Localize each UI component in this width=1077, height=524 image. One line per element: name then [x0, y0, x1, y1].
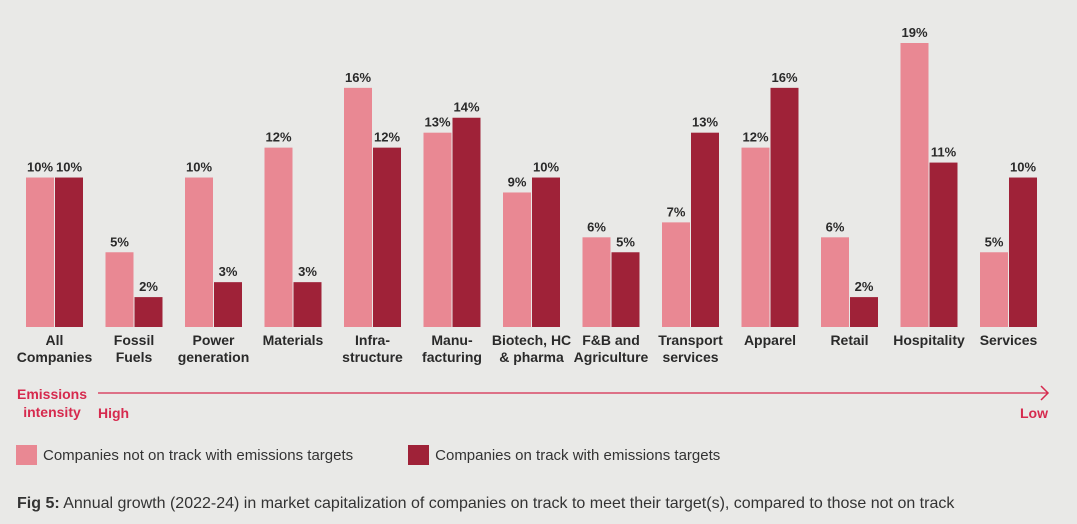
axis-end-label: Low — [1020, 405, 1048, 421]
category-label: Services — [980, 332, 1038, 348]
bar-on-track — [214, 282, 242, 327]
value-label: 13% — [424, 115, 450, 130]
category-label: facturing — [422, 349, 482, 365]
category-label: Infra- — [355, 332, 390, 348]
value-label: 16% — [345, 70, 371, 85]
category-label: Apparel — [744, 332, 796, 348]
category-label: services — [662, 349, 718, 365]
category-label: Agriculture — [574, 349, 649, 365]
value-label: 2% — [139, 279, 158, 294]
value-label: 3% — [219, 264, 238, 279]
category-label: Manu- — [431, 332, 473, 348]
value-label: 19% — [901, 25, 927, 40]
category-label: Materials — [263, 332, 324, 348]
bar-not-on-track — [980, 252, 1008, 327]
category-label: & pharma — [499, 349, 564, 365]
legend-label-on-track: Companies on track with emissions target… — [435, 446, 721, 464]
caption-text: Annual growth (2022-24) in market capita… — [59, 495, 955, 512]
bar-on-track — [1009, 177, 1037, 327]
bar-chart: 10% 10%AllCompanies5%2%FossilFuels10%3%Po… — [17, 25, 1050, 421]
value-label: 6% — [587, 219, 606, 234]
legend-label-not-on-track: Companies not on track with emissions ta… — [43, 446, 354, 464]
value-label: 10% — [186, 160, 212, 175]
value-label: 5% — [616, 234, 635, 249]
value-label: 10% — [56, 160, 82, 175]
value-label: 5% — [985, 234, 1004, 249]
bar-on-track — [452, 117, 481, 327]
bar-on-track — [850, 297, 878, 327]
bar-not-on-track — [503, 192, 531, 327]
category-label: generation — [178, 349, 250, 365]
axis-title-label: Emissions — [17, 386, 87, 402]
value-label: 10% — [1010, 160, 1036, 175]
bar-on-track — [373, 147, 401, 327]
category-label: Power — [192, 332, 235, 348]
value-label: 12% — [374, 130, 400, 145]
category-label: structure — [342, 349, 403, 365]
legend-item-not-on-track: Companies not on track with emissions ta… — [16, 445, 353, 465]
value-label: 11% — [931, 145, 957, 160]
value-label: 7% — [667, 204, 686, 219]
bar-not-on-track — [185, 177, 213, 327]
bar-on-track — [929, 162, 958, 327]
category-label: F&B and — [582, 332, 640, 348]
value-label: 9% — [508, 174, 527, 189]
value-label: 16% — [771, 70, 797, 85]
category-label: Companies — [17, 349, 93, 365]
value-label: 6% — [826, 219, 845, 234]
category-label: Biotech, HC — [492, 332, 571, 348]
bar-not-on-track — [26, 177, 54, 327]
bar-not-on-track — [900, 43, 929, 327]
bar-not-on-track — [662, 222, 690, 327]
category-label: All — [46, 332, 64, 348]
axis-start-label: High — [98, 405, 129, 421]
category-label: Transport — [658, 332, 723, 348]
bar-not-on-track — [264, 147, 293, 327]
figure-caption: Fig 5: Annual growth (2022-24) in market… — [17, 495, 954, 513]
legend: Companies not on track with emissions ta… — [16, 445, 775, 465]
value-label: 2% — [855, 279, 874, 294]
bar-on-track — [611, 252, 640, 327]
value-label: 5% — [110, 234, 129, 249]
bar-not-on-track — [423, 132, 452, 327]
value-label: 10% — [27, 160, 53, 175]
value-label: 10% — [533, 160, 559, 175]
bar-not-on-track — [344, 87, 372, 327]
bar-not-on-track — [821, 237, 849, 327]
bar-on-track — [134, 297, 163, 327]
bar-on-track — [55, 177, 83, 327]
category-label: Fuels — [116, 349, 153, 365]
legend-item-on-track: Companies on track with emissions target… — [408, 445, 720, 465]
value-label: 12% — [742, 130, 768, 145]
bar-on-track — [691, 132, 719, 327]
bar-not-on-track — [582, 237, 611, 327]
bar-on-track — [532, 177, 560, 327]
value-label: 12% — [265, 130, 291, 145]
intensity-arrow-head-icon — [1040, 385, 1050, 401]
legend-swatch-on-track — [408, 445, 430, 465]
bar-on-track — [770, 87, 799, 327]
value-label: 14% — [453, 100, 479, 115]
legend-swatch-not-on-track — [16, 445, 37, 465]
caption-prefix: Fig 5: — [17, 495, 60, 512]
bar-on-track — [293, 282, 322, 327]
category-label: Hospitality — [893, 332, 965, 348]
value-label: 3% — [298, 264, 317, 279]
bar-not-on-track — [741, 147, 770, 327]
value-label: 13% — [692, 115, 718, 130]
category-label: Fossil — [114, 332, 154, 348]
bar-not-on-track — [105, 252, 134, 327]
axis-title-label: intensity — [23, 404, 81, 420]
category-label: Retail — [830, 332, 868, 348]
